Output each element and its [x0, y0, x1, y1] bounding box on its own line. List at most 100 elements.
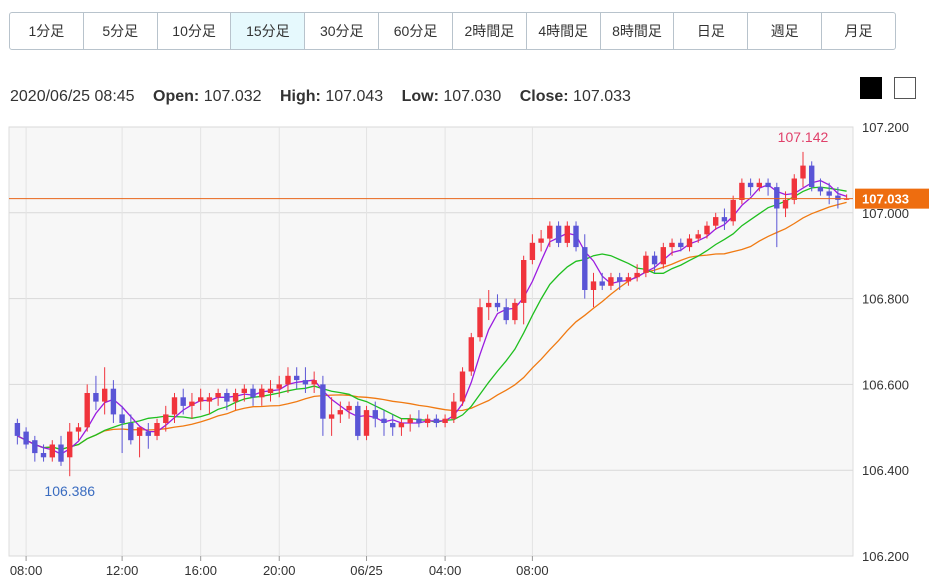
timeframe-tabs: 1分足 5分足 10分足 15分足 30分足 60分足 2時間足 4時間足 8時間足 日足 週足 月足: [9, 12, 896, 50]
candle-body: [660, 247, 666, 265]
candle-body: [747, 182, 754, 188]
last-price-label: 107.033: [862, 192, 909, 207]
candle-body: [302, 380, 309, 385]
candle-body: [791, 178, 797, 200]
low-value: 107.030: [443, 88, 502, 105]
candle-body: [206, 397, 213, 402]
candle-body: [529, 242, 536, 260]
x-tick-label: 08:00: [10, 563, 43, 578]
candle-body: [686, 238, 693, 248]
candle-body: [695, 234, 701, 239]
candle-body: [75, 427, 82, 432]
candle-body: [250, 388, 256, 398]
last-price-tag: [855, 188, 929, 209]
candle-body: [102, 388, 108, 402]
candle-body: [40, 453, 47, 458]
ohlc-readout: 2020/06/25 08:45 Open: 107.032 High: 107…: [10, 88, 631, 106]
y-tick-label: 106.400: [862, 463, 909, 478]
open-value: 107.032: [203, 88, 262, 105]
tab-timeframe[interactable]: 8時間足: [601, 13, 675, 49]
tab-timeframe[interactable]: 10分足: [158, 13, 232, 49]
candle-body: [363, 410, 370, 436]
candle-body: [835, 195, 841, 200]
tab-timeframe[interactable]: 2時間足: [453, 13, 527, 49]
candle-body: [276, 384, 282, 389]
x-tick-label: 08:00: [516, 563, 549, 578]
candle-body: [800, 165, 806, 179]
light-theme-toggle[interactable]: [894, 77, 916, 99]
x-tick-label: 20:00: [263, 563, 296, 578]
candle-body: [416, 418, 422, 423]
candle-body: [547, 225, 553, 239]
candle-body: [67, 431, 73, 458]
y-tick-label: 107.200: [862, 120, 909, 135]
candle-body: [782, 199, 789, 209]
candle-body: [398, 423, 405, 428]
candle-body: [512, 302, 518, 321]
candle-body: [538, 238, 544, 243]
candle-body: [774, 187, 780, 209]
candle-body: [704, 225, 710, 235]
tab-timeframe[interactable]: 30分足: [305, 13, 380, 49]
candle-body: [267, 388, 274, 393]
candle-body: [599, 281, 605, 286]
candle-body: [119, 414, 125, 423]
candle-body: [110, 388, 117, 415]
candle-body: [337, 410, 343, 415]
candle-body: [608, 277, 614, 286]
candle-body: [468, 337, 474, 372]
candle-body: [678, 242, 684, 248]
y-tick-label: 106.200: [862, 549, 909, 564]
candle-body: [486, 302, 492, 308]
tab-timeframe[interactable]: 5分足: [84, 13, 158, 49]
candle-body: [58, 444, 64, 462]
candle-body: [651, 255, 658, 265]
y-tick-label: 106.600: [862, 377, 909, 392]
candle-body: [477, 307, 483, 338]
tab-timeframe[interactable]: 60分足: [379, 13, 453, 49]
candle-body: [809, 165, 815, 187]
candle-body: [442, 418, 448, 423]
candle-body: [224, 393, 230, 402]
candle-body: [643, 255, 649, 273]
candle-body: [294, 375, 300, 381]
candle-body: [669, 242, 675, 248]
low-annotation: 106.386: [44, 483, 95, 499]
candle-body: [451, 401, 457, 419]
candle-body: [817, 187, 824, 192]
candle-body: [765, 182, 771, 188]
candle-body: [730, 199, 736, 222]
tab-timeframe[interactable]: 1分足: [10, 13, 84, 49]
x-tick-label: 04:00: [429, 563, 462, 578]
candle-body: [145, 431, 151, 436]
candle-body: [93, 393, 99, 402]
candle-body: [424, 418, 431, 423]
candle-body: [826, 191, 832, 196]
candle-body: [355, 405, 361, 436]
dark-theme-toggle[interactable]: [860, 77, 882, 99]
candle-body: [49, 444, 55, 458]
candle-body: [311, 380, 317, 385]
candle-body: [582, 247, 588, 290]
tab-timeframe[interactable]: 月足: [844, 23, 873, 39]
candle-body: [232, 393, 239, 402]
candle-body: [171, 397, 178, 415]
tab-timeframe[interactable]: 週足: [748, 13, 823, 49]
tab-timeframe[interactable]: 4時間足: [527, 13, 601, 49]
candle-body: [713, 217, 719, 226]
candle-body: [573, 225, 579, 248]
x-tick-label: 12:00: [106, 563, 139, 578]
candle-body: [189, 401, 195, 406]
candle-body: [590, 281, 597, 290]
candle-body: [23, 431, 29, 445]
candle-body: [136, 427, 143, 436]
candle-body: [180, 397, 186, 406]
candle-body: [259, 388, 265, 398]
tab-timeframe[interactable]: 15分足: [231, 13, 306, 49]
candle-body: [521, 260, 527, 303]
candle-body: [843, 198, 850, 200]
close-value: 107.033: [573, 88, 631, 105]
candle-body: [433, 418, 440, 423]
tab-timeframe[interactable]: 日足: [674, 13, 749, 49]
